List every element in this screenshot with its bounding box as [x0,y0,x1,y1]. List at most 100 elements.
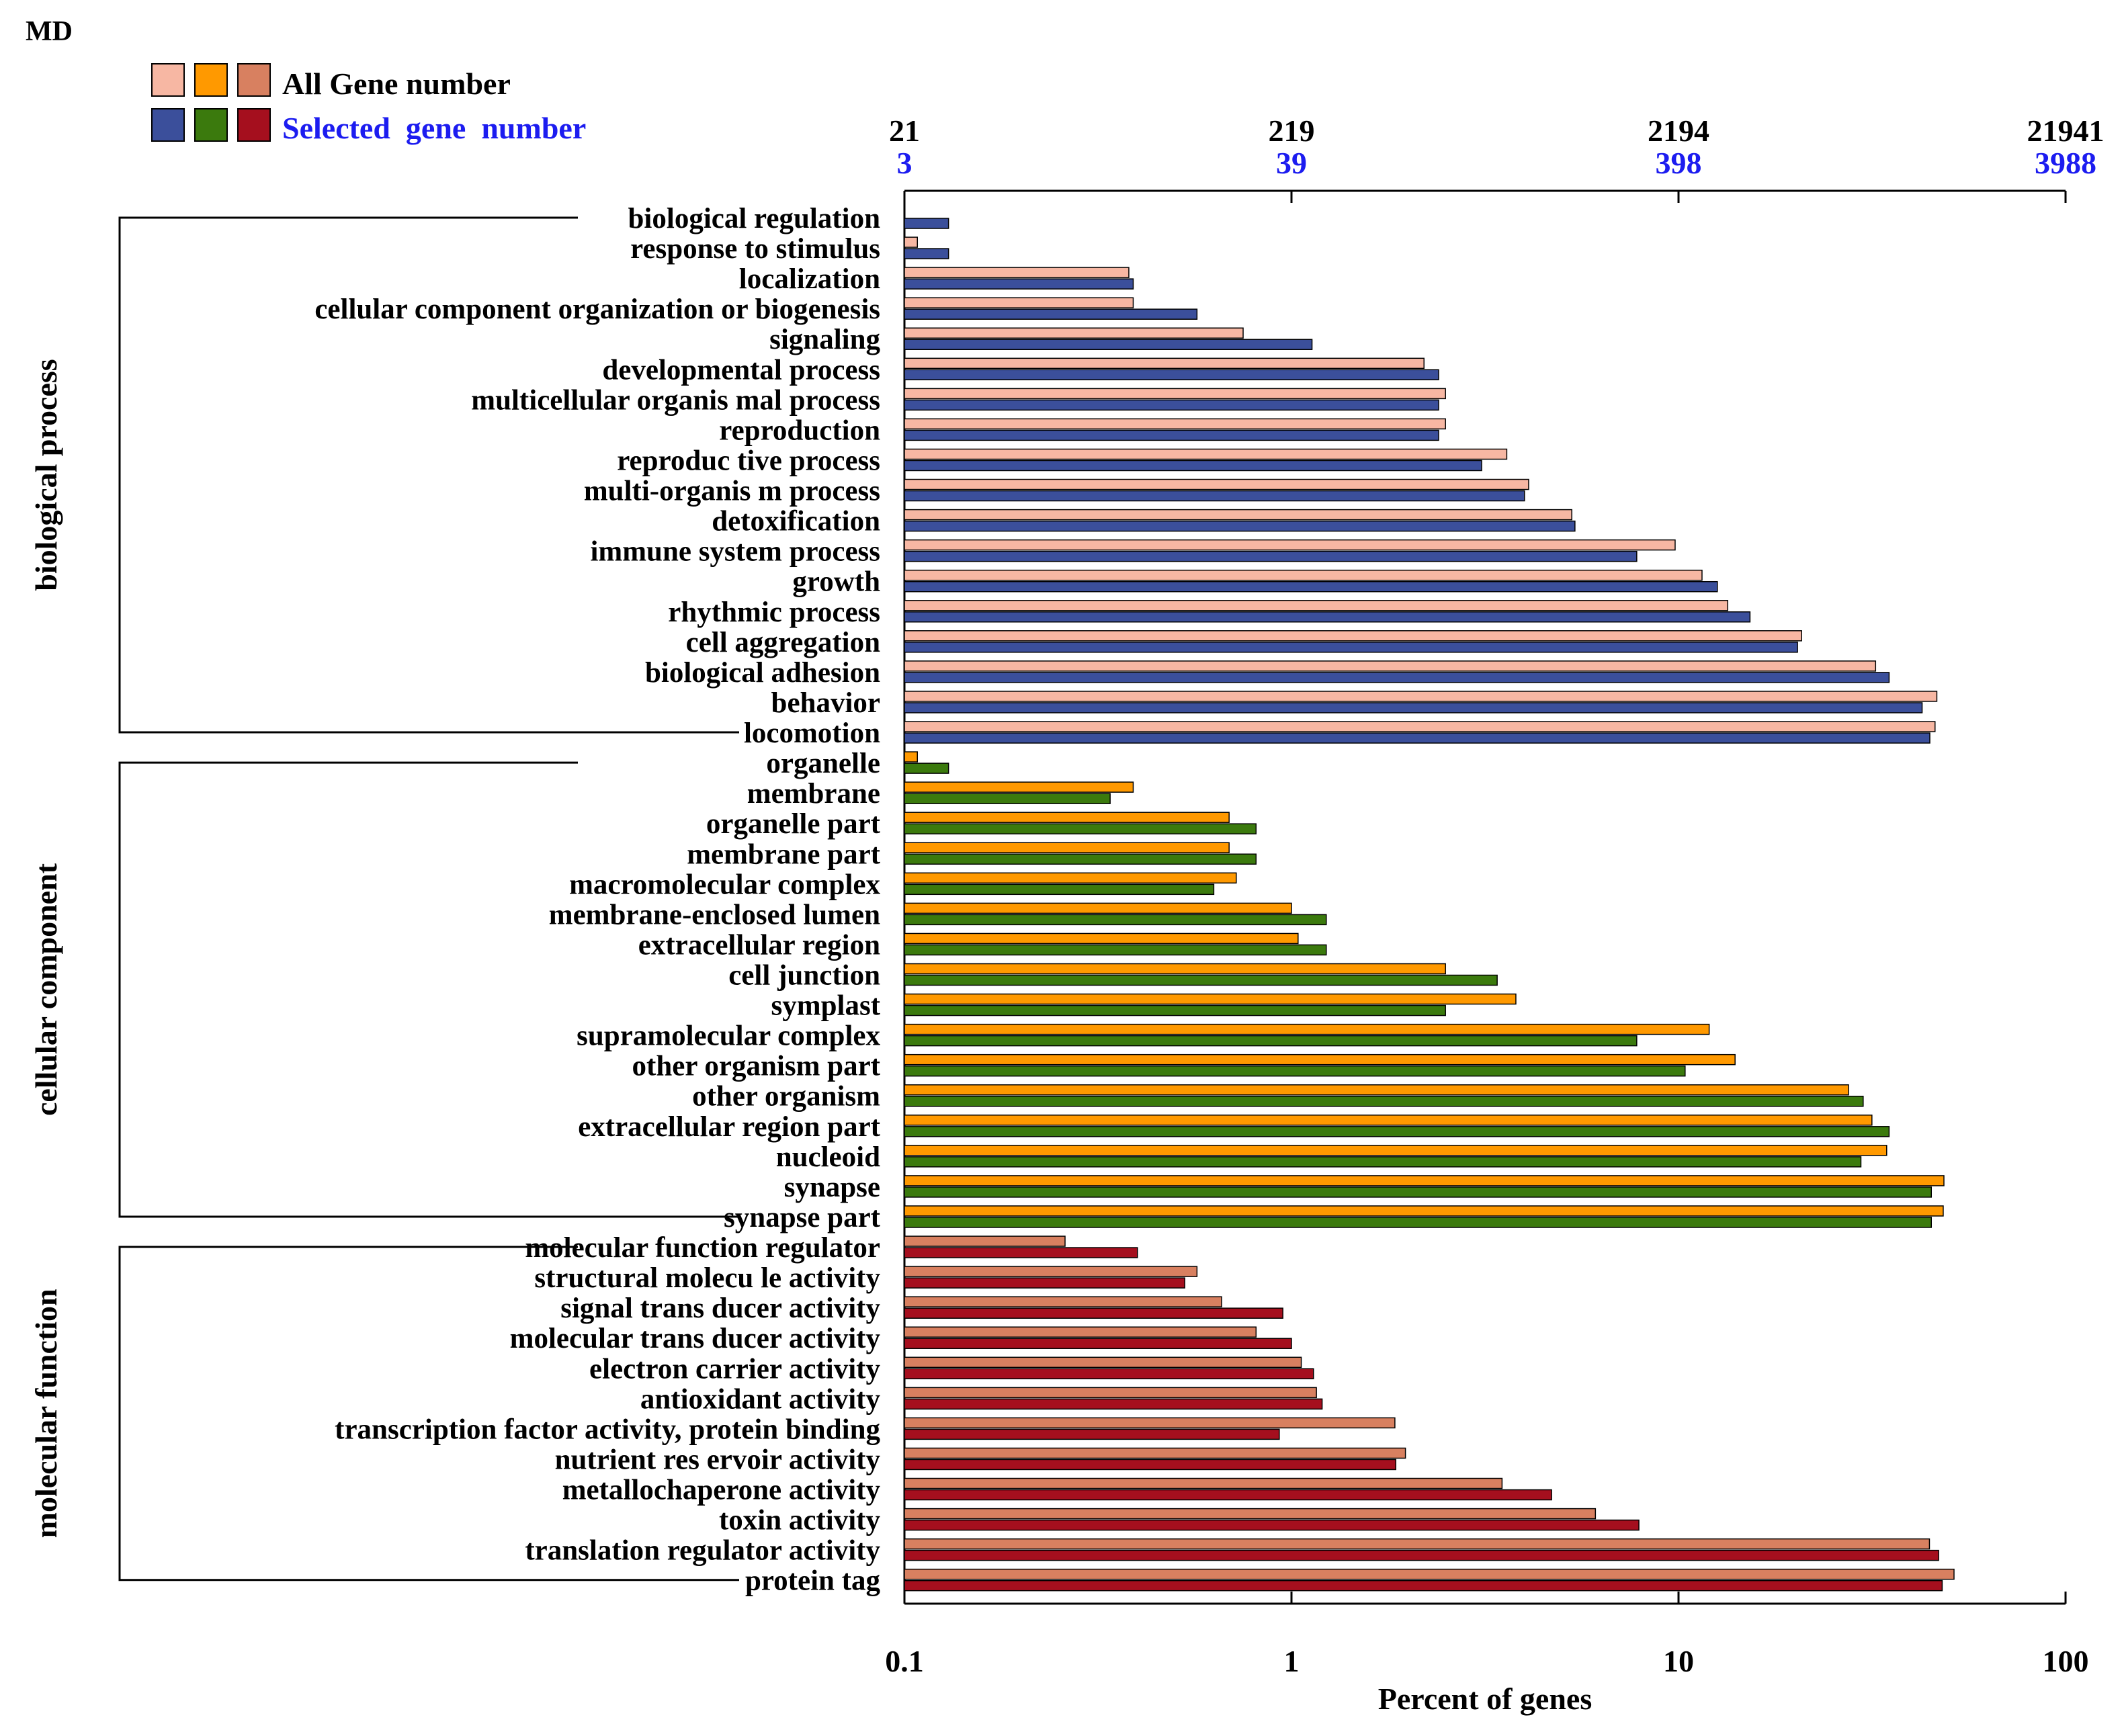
bar-selected-gene [904,1459,1396,1471]
category-label: other organism [692,1081,880,1113]
legend-all-swatch-1 [151,63,185,97]
bar-selected-gene [904,1065,1686,1077]
bar-all-gene [904,1417,1396,1429]
category-label: translation regulator activity [525,1535,880,1567]
top-tick-label-all: 21 [889,114,920,148]
x-tick-label: 10 [1663,1644,1694,1678]
bar-selected-gene [904,339,1313,350]
top-tick-label-all: 219 [1269,114,1315,148]
category-label: macromolecular complex [569,869,880,900]
category-label: organelle part [706,808,881,840]
category-label: membrane [747,778,880,810]
category-label: transcription factor activity, protein b… [335,1414,880,1445]
bar-selected-gene [904,853,1257,865]
bar-all-gene [904,539,1676,551]
category-label: protein tag [745,1565,881,1597]
bar-all-gene [904,842,1230,854]
category-label: developmental process [602,354,880,386]
top-tick-label-selected: 3 [897,146,913,180]
category-label: molecular function regulator [525,1232,880,1264]
bar-selected-gene [904,399,1439,411]
category-label: multicellular organis mal process [471,384,880,416]
bar-selected-gene [904,702,1923,713]
bar-selected-gene [904,823,1257,834]
bar-selected-gene [904,1247,1138,1258]
category-label: organelle [766,748,880,779]
category-label: signaling [769,324,880,355]
category-label: rhythmic process [668,597,880,628]
bar-selected-gene [904,1338,1292,1349]
bar-selected-gene [904,248,949,259]
bar-selected-gene [904,611,1751,623]
legend-selected-label: Selected gene number [282,111,586,145]
bar-selected-gene [904,974,1498,986]
top-tick-label-all: 21941 [2027,114,2105,148]
top-tick-label-all: 2194 [1648,114,1709,148]
legend-all-swatch-2 [194,63,228,97]
category-label: reproduction [719,415,880,446]
bar-selected-gene [904,429,1439,441]
bar-selected-gene [904,1428,1280,1440]
corner-label: MD [26,16,73,47]
category-label: localization [739,263,880,295]
group-label: molecular function [29,1289,63,1538]
legend-selected-swatch-2 [194,108,228,142]
bar-all-gene [904,630,1802,642]
bar-all-gene [904,1175,1945,1186]
category-label: growth [792,566,880,598]
bar-selected-gene [904,1398,1323,1410]
bar-selected-gene [904,883,1215,896]
category-label: response to stimulus [630,233,880,265]
bar-selected-gene [904,1035,1638,1047]
category-label: symplast [771,990,881,1022]
bar-selected-gene [904,672,1890,683]
legend-selected-swatch-1 [151,108,185,142]
bar-all-gene [904,1205,1944,1217]
bar-selected-gene [904,1307,1283,1319]
bar-selected-gene [904,1368,1314,1380]
bar-all-gene [904,267,1130,278]
bar-all-gene [904,993,1517,1005]
bar-selected-gene [904,1277,1185,1289]
category-label: detoxification [712,506,880,537]
bar-all-gene [904,812,1230,823]
x-tick-label: 1 [1284,1644,1300,1678]
category-label: synapse [784,1172,880,1203]
bar-selected-gene [904,550,1638,562]
bar-selected-gene [904,793,1111,804]
bar-selected-gene [904,732,1930,744]
bar-all-gene [904,963,1446,975]
bar-selected-gene [904,490,1525,502]
bar-all-gene [904,872,1237,884]
bar-all-gene [904,1447,1406,1459]
bar-selected-gene [904,1217,1933,1228]
category-label: cellular component organization or bioge… [314,294,880,325]
bar-all-gene [904,509,1572,521]
bar-selected-gene [904,580,1718,593]
bar-all-gene [904,1084,1849,1096]
bar-all-gene [904,448,1508,460]
bar-all-gene [904,478,1529,490]
group-bracket [118,1246,739,1581]
bar-selected-gene [904,218,949,229]
category-label: antioxidant activity [640,1383,881,1415]
category-label: nutrient res ervoir activity [555,1444,881,1475]
category-label: signal trans ducer activity [560,1293,880,1324]
category-label: membrane part [687,838,880,870]
bar-selected-gene [904,1579,1943,1592]
bar-all-gene [904,600,1728,611]
category-label: behavior [771,687,880,719]
bar-selected-gene [904,763,949,774]
bar-all-gene [904,1266,1198,1277]
bar-selected-gene [904,1095,1864,1107]
bar-selected-gene [904,642,1798,653]
category-label: synapse part [724,1202,881,1233]
bar-selected-gene [904,1186,1933,1198]
bar-all-gene [904,236,919,248]
category-label: electron carrier activity [589,1353,880,1385]
bar-selected-gene [904,944,1327,956]
bar-selected-gene [904,1126,1890,1137]
x-tick-label: 100 [2043,1644,2089,1678]
category-label: molecular trans ducer activity [510,1323,881,1354]
